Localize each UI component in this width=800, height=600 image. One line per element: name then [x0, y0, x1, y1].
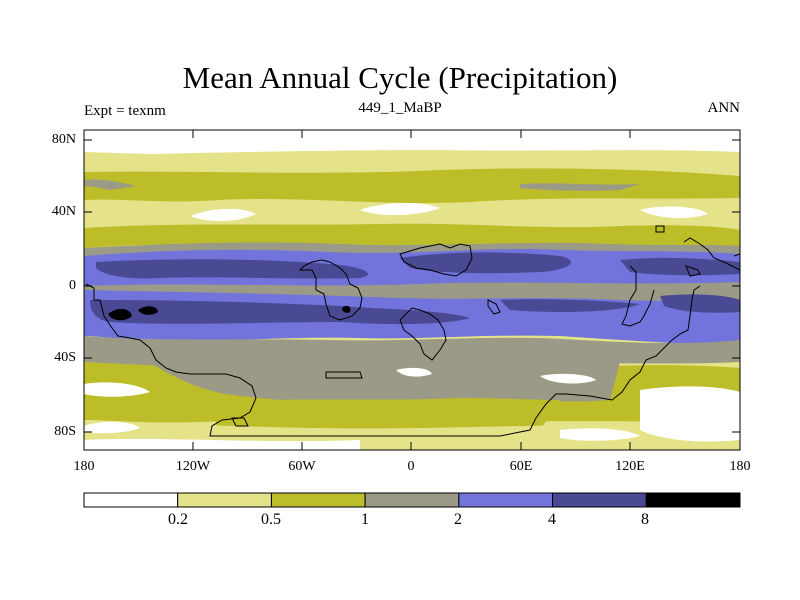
colorbar-box — [177, 492, 272, 508]
map-frame — [83, 129, 741, 451]
colorbar-box — [552, 492, 647, 508]
lon-tick-120e: 120E — [615, 459, 645, 474]
continent-outlines — [85, 225, 740, 437]
map-title: Mean Annual Cycle (Precipitation) — [182, 60, 618, 95]
colorbar-box — [364, 492, 460, 508]
colorbar-label-1: 0.2 — [168, 511, 188, 528]
colorbar-label-6: 8 — [641, 511, 649, 528]
colorbar-box — [458, 492, 554, 508]
lon-tick-0: 0 — [407, 459, 415, 474]
lat-tick-80n: 80N — [51, 132, 76, 147]
colorbar-box — [270, 492, 366, 508]
lat-tick-40s: 40S — [54, 350, 76, 365]
experiment-label: Expt = texnm — [84, 103, 166, 119]
lon-tick-60e: 60E — [509, 459, 533, 474]
tick-marks — [84, 130, 740, 450]
colorbar-box — [645, 492, 741, 508]
lat-tick-80s: 80S — [54, 424, 76, 439]
contour-fields — [84, 130, 740, 450]
lat-tick-0: 0 — [69, 278, 76, 293]
lat-tick-40n: 40N — [51, 204, 76, 219]
season-label: ANN — [707, 100, 741, 116]
run-label: 449_1_MaBP — [358, 100, 442, 116]
lon-tick-60w: 60W — [288, 459, 316, 474]
lon-tick-180-left: 180 — [73, 459, 95, 474]
colorbar-label-3: 1 — [361, 511, 369, 528]
lon-tick-180-right: 180 — [729, 459, 751, 474]
lon-tick-120w: 120W — [175, 459, 211, 474]
colorbar-label-2: 0.5 — [261, 511, 281, 528]
colorbar-label-4: 2 — [454, 511, 462, 528]
colorbar — [83, 492, 741, 508]
colorbar-label-5: 4 — [548, 511, 556, 528]
colorbar-box — [83, 492, 179, 508]
